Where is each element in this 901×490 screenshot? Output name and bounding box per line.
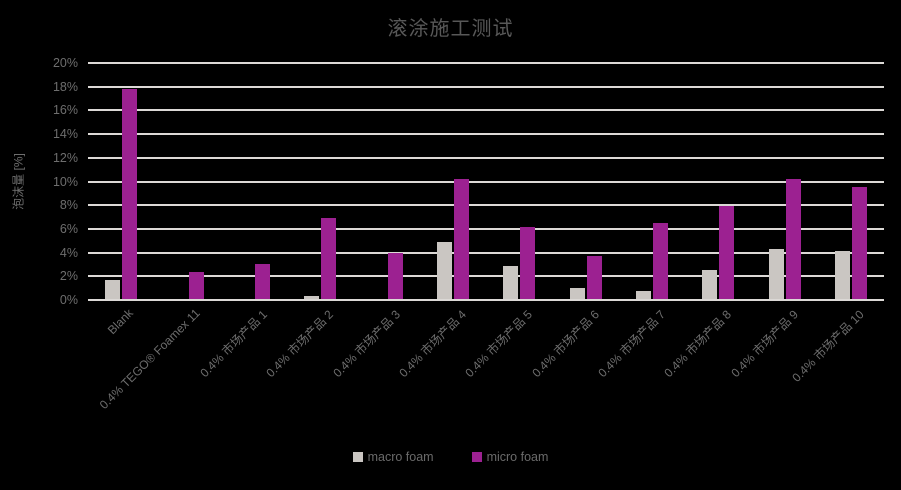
bar-macro-foam	[569, 288, 585, 300]
y-tick-label: 18%	[52, 79, 78, 94]
y-tick-label: 0%	[59, 293, 78, 307]
plot-area	[88, 62, 884, 300]
gridline	[88, 156, 884, 159]
y-tick-label: 4%	[59, 245, 78, 260]
gridline	[88, 204, 884, 207]
gridline	[88, 227, 884, 230]
bar-micro-foam	[785, 179, 801, 300]
legend-label: macro foam	[367, 450, 434, 464]
bar-micro-foam	[122, 89, 138, 300]
y-tick-label: 10%	[52, 174, 78, 189]
legend-swatch	[471, 452, 482, 462]
bar-macro-foam	[768, 249, 784, 300]
y-tick-label: 14%	[52, 127, 78, 142]
gridline	[88, 133, 884, 136]
bar-micro-foam	[586, 256, 602, 300]
gridline	[88, 275, 884, 278]
legend-item-micro-foam: micro foam	[471, 450, 549, 464]
x-axis-label: Blank	[104, 306, 137, 338]
x-axis-label: 0.4% 市场产品 5	[462, 307, 536, 381]
bar-micro-foam	[719, 206, 735, 300]
y-tick-label: 8%	[59, 198, 78, 213]
y-tick-label: 16%	[52, 103, 78, 118]
y-tick-label: 2%	[59, 269, 78, 284]
bar-micro-foam	[321, 218, 337, 300]
bar-micro-foam	[254, 264, 270, 300]
x-axis-label: 0.4% 市场产品 4	[396, 307, 470, 381]
legend: macro foam micro foam	[0, 449, 901, 465]
x-axis-label: 0.4% 市场产品 8	[661, 307, 735, 381]
y-tick-label: 20%	[52, 56, 78, 70]
gridline	[88, 251, 884, 254]
chart-title: 滚涂施工测试	[387, 18, 514, 40]
bar-micro-foam	[188, 271, 204, 300]
bar-macro-foam	[834, 251, 850, 300]
y-tick-label: 6%	[59, 221, 78, 236]
bar-macro-foam	[304, 296, 320, 300]
legend-swatch	[352, 452, 363, 462]
x-axis-line	[88, 299, 884, 301]
x-axis-label: 0.4% 市场产品 2	[263, 307, 337, 381]
bar-macro-foam	[105, 279, 121, 300]
x-axis-labels: Blank 0.4% TEGO® Foamex 11 0.4% 市场产品 1 0.4%…	[88, 306, 884, 446]
legend-item-macro-foam: macro foam	[352, 450, 434, 464]
y-tick-label: 12%	[52, 150, 78, 165]
x-axis-label: 0.4% 市场产品 1	[197, 307, 271, 381]
bar-micro-foam	[851, 187, 867, 300]
gridline	[88, 180, 884, 183]
legend-label: micro foam	[486, 450, 549, 464]
bar-macro-foam	[702, 270, 718, 300]
x-axis-label: 0.4% 市场产品 3	[330, 307, 403, 381]
bar-micro-foam	[387, 252, 403, 300]
x-axis-label: 0.4% 市场产品 6	[529, 307, 602, 381]
bar-macro-foam	[635, 290, 651, 300]
gridline	[88, 85, 884, 88]
bar-micro-foam	[520, 226, 536, 300]
x-axis-label: 0.4% 市场产品 7	[595, 307, 669, 381]
y-axis: 0% 2% 4% 6% 8% 10% 12% 14% 16% 18% 20%	[0, 0, 78, 320]
bar-micro-foam	[453, 179, 469, 300]
bar-macro-foam	[436, 241, 452, 300]
gridline	[88, 109, 884, 112]
bar-macro-foam	[503, 265, 519, 300]
gridline	[88, 62, 884, 64]
bar-micro-foam	[652, 222, 668, 300]
